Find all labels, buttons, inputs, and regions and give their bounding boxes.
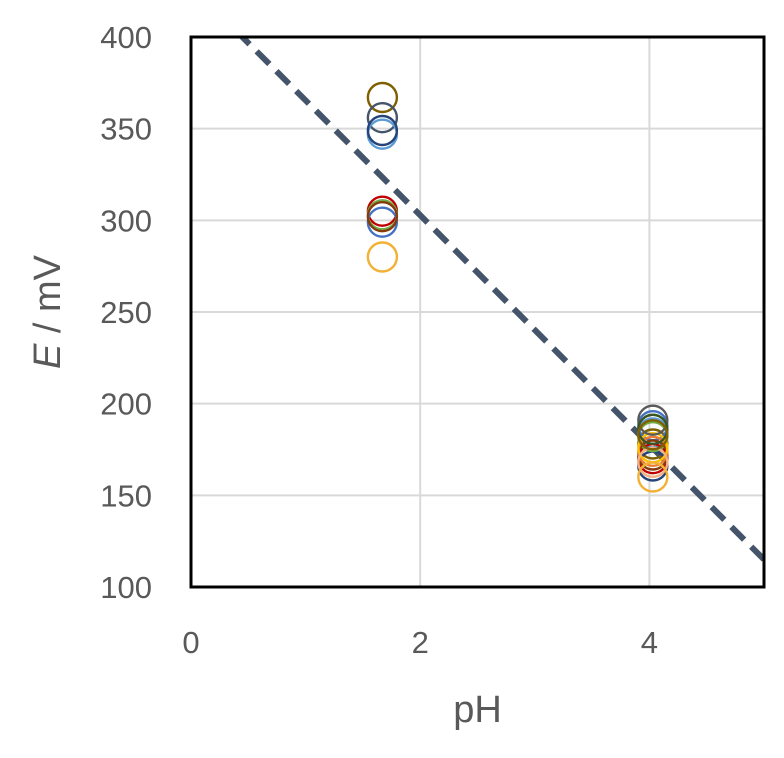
data-point xyxy=(366,101,399,134)
y-tick-label: 150 xyxy=(100,478,152,513)
data-point xyxy=(637,446,669,479)
x-tick-label: 0 xyxy=(182,625,199,660)
data-point xyxy=(366,114,399,147)
y-tick-label: 100 xyxy=(100,570,152,605)
plot-area-frame xyxy=(189,35,766,589)
y-axis-title-unit: / mV xyxy=(27,254,69,343)
x-axis-ticks: 0 2 4 xyxy=(182,625,658,660)
data-point xyxy=(366,241,399,273)
data-point xyxy=(366,200,399,233)
y-tick-label: 350 xyxy=(100,112,152,147)
x-tick-label: 4 xyxy=(641,625,658,660)
data-points xyxy=(366,81,669,493)
data-point xyxy=(637,404,669,436)
reference-line-group xyxy=(238,37,764,562)
y-axis-ticks: 100 150 200 250 300 350 400 xyxy=(100,20,152,605)
data-point xyxy=(366,81,399,114)
y-tick-label: 250 xyxy=(100,295,152,330)
reference-dashed-line xyxy=(238,37,764,562)
y-tick-label: 200 xyxy=(100,387,152,422)
y-axis-title-symbol: E xyxy=(27,343,69,369)
y-tick-label: 300 xyxy=(100,203,152,238)
gridlines xyxy=(190,36,764,588)
data-point xyxy=(637,461,669,493)
y-axis-title: E / mV xyxy=(27,254,69,369)
y-tick-label: 400 xyxy=(100,20,152,55)
data-point xyxy=(637,419,669,451)
x-tick-label: 2 xyxy=(412,625,429,660)
x-axis-title: pH xyxy=(453,689,502,731)
